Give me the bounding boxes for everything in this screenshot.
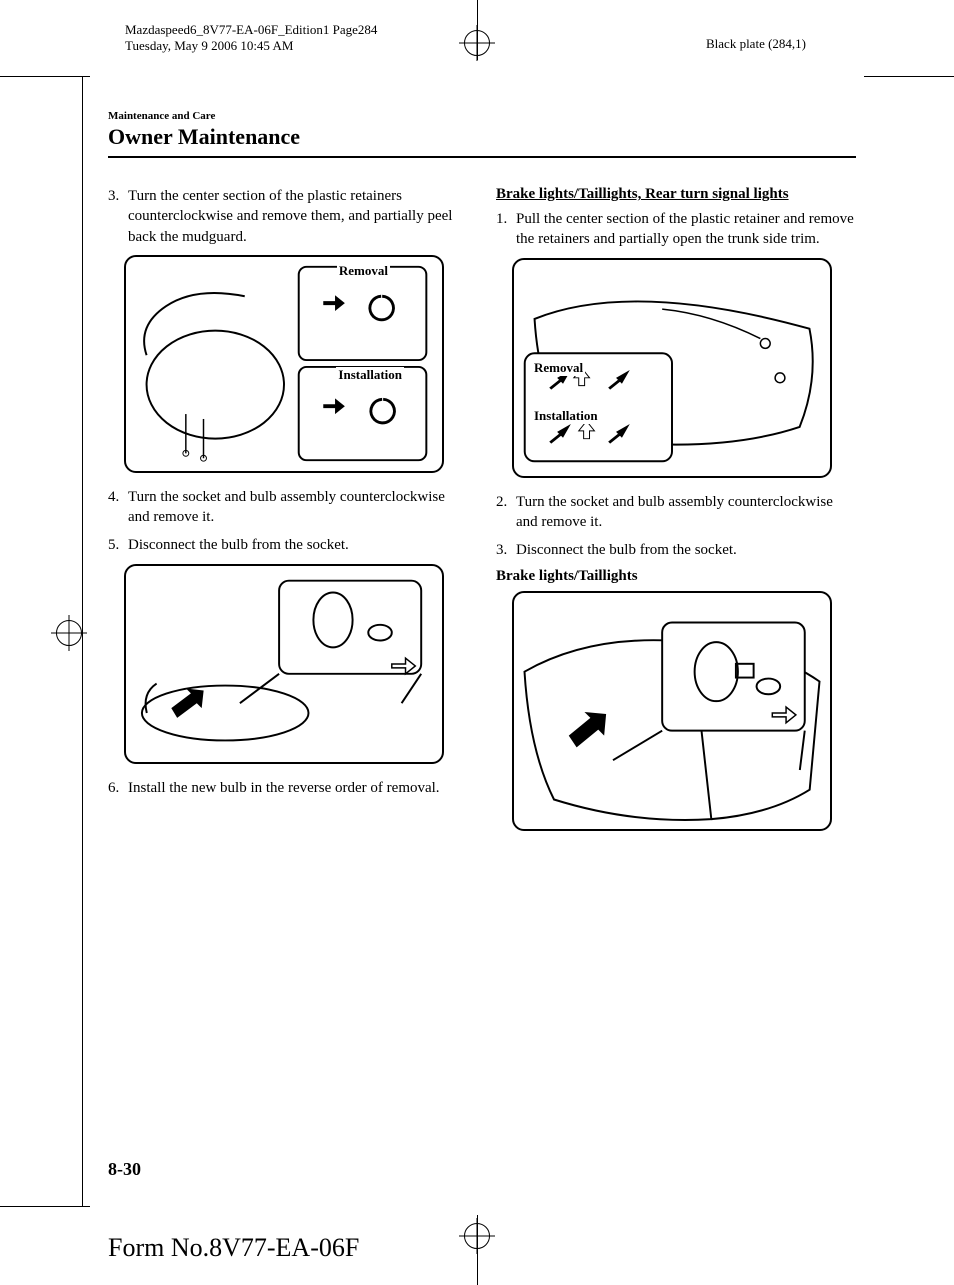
step-text: Turn the socket and bulb assembly counte… <box>516 492 856 533</box>
step-number: 3. <box>108 186 128 247</box>
step-item: 6. Install the new bulb in the reverse o… <box>108 778 468 798</box>
step-list-left: 3. Turn the center section of the plasti… <box>108 186 468 247</box>
print-header-line2: Tuesday, May 9 2006 10:45 AM <box>125 38 377 54</box>
plate-label: Black plate (284,1) <box>706 36 806 52</box>
print-header: Mazdaspeed6_8V77-EA-06F_Edition1 Page284… <box>125 22 377 53</box>
figure-brake-light-bulb <box>512 591 832 831</box>
form-number: Form No.8V77-EA-06F <box>108 1233 359 1263</box>
crop-mark <box>0 1206 90 1207</box>
step-number: 2. <box>496 492 516 533</box>
diagram-icon <box>126 566 442 762</box>
step-list-left: 4. Turn the socket and bulb assembly cou… <box>108 487 468 556</box>
step-list-right: 2. Turn the socket and bulb assembly cou… <box>496 492 856 561</box>
figure-bulb-socket <box>124 564 444 764</box>
step-item: 4. Turn the socket and bulb assembly cou… <box>108 487 468 528</box>
figure-label-removal: Removal <box>532 360 585 376</box>
step-number: 3. <box>496 540 516 560</box>
figure-label-removal: Removal <box>337 263 390 279</box>
subheading-bold: Brake lights/Taillights <box>496 568 856 585</box>
section-label: Maintenance and Care <box>108 110 856 122</box>
step-item: 2. Turn the socket and bulb assembly cou… <box>496 492 856 533</box>
registration-mark-icon <box>464 30 490 56</box>
registration-mark-icon <box>464 1223 490 1249</box>
step-item: 1. Pull the center section of the plasti… <box>496 209 856 250</box>
figure-trunk-trim: Removal Installation <box>512 258 832 478</box>
title-rule <box>108 156 856 158</box>
step-text: Turn the center section of the plastic r… <box>128 186 468 247</box>
print-header-line1: Mazdaspeed6_8V77-EA-06F_Edition1 Page284 <box>125 22 377 38</box>
page-content: Maintenance and Care Owner Maintenance 3… <box>108 110 856 845</box>
crop-mark <box>0 76 90 77</box>
left-column: 3. Turn the center section of the plasti… <box>108 186 468 845</box>
step-number: 5. <box>108 535 128 555</box>
step-number: 1. <box>496 209 516 250</box>
diagram-icon <box>126 257 442 471</box>
step-list-right: 1. Pull the center section of the plasti… <box>496 209 856 250</box>
figure-label-installation: Installation <box>336 367 404 383</box>
step-text: Install the new bulb in the reverse orde… <box>128 778 468 798</box>
step-item: 3. Disconnect the bulb from the socket. <box>496 540 856 560</box>
step-list-left: 6. Install the new bulb in the reverse o… <box>108 778 468 798</box>
step-number: 6. <box>108 778 128 798</box>
diagram-icon <box>514 593 830 829</box>
crop-mark <box>82 76 83 1206</box>
step-number: 4. <box>108 487 128 528</box>
right-column: Brake lights/Taillights, Rear turn signa… <box>496 186 856 845</box>
figure-mudguard-retainer: Removal Installation <box>124 255 444 473</box>
registration-mark-icon <box>56 620 82 646</box>
step-text: Disconnect the bulb from the socket. <box>128 535 468 555</box>
crop-mark <box>864 76 954 77</box>
step-text: Disconnect the bulb from the socket. <box>516 540 856 560</box>
figure-label-installation: Installation <box>532 408 600 424</box>
columns: 3. Turn the center section of the plasti… <box>108 186 856 845</box>
page-title: Owner Maintenance <box>108 124 856 150</box>
step-text: Turn the socket and bulb assembly counte… <box>128 487 468 528</box>
step-text: Pull the center section of the plastic r… <box>516 209 856 250</box>
subheading: Brake lights/Taillights, Rear turn signa… <box>496 186 856 203</box>
step-item: 3. Turn the center section of the plasti… <box>108 186 468 247</box>
page-number: 8-30 <box>108 1159 141 1180</box>
step-item: 5. Disconnect the bulb from the socket. <box>108 535 468 555</box>
